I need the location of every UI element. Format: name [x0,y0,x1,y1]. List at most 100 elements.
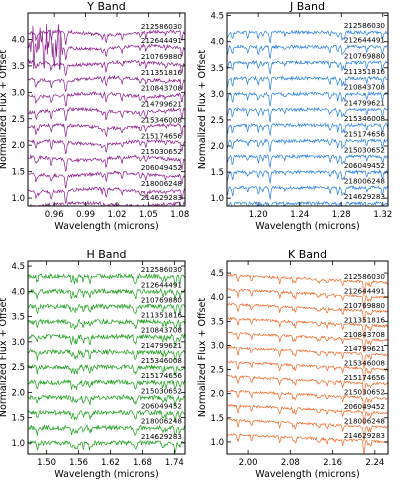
y-tick-label: 1.5 [11,168,25,178]
k-band-title: K Band [288,248,327,261]
j-spectrum-line [227,200,388,206]
h-spectrum-line [28,378,185,391]
series-label: 210843708 [141,326,183,335]
y-tick-label: 4.5 [210,269,224,279]
series-label: 206049452 [141,402,182,411]
y-spectrum-line [28,58,185,77]
h-spectrum-line [28,303,185,315]
h-spectrum-line [28,394,185,407]
x-tick-label: 1.74 [165,458,184,468]
y-tick-label: 2.0 [11,388,25,398]
series-label: 210769880 [344,301,386,310]
h-spectrum-line [28,288,185,300]
series-label: 215346008 [141,356,183,365]
k-spectrum-line [227,389,388,412]
y-tick-label: 2.5 [210,366,224,376]
x-tick-label: 1.20 [249,210,268,220]
series-label: 214799621 [344,344,385,353]
y-tick-label: 2.0 [210,142,224,152]
series-label: 212586030 [141,22,183,31]
x-tick-label: 2.08 [281,458,300,468]
h-band-title: H Band [86,248,126,261]
x-tick-label: 1.62 [101,458,120,468]
k-spectrum-line [227,288,388,310]
series-label: 212644491 [141,36,182,45]
h-spectrum-line [28,424,185,437]
j-spectrum-line [227,75,388,91]
j-band-panel: 212586030 212644491 210769880 211351816 2108… [197,0,392,232]
x-tick-label: 2.00 [239,458,258,468]
series-label: 212586030 [141,265,183,274]
series-label: 215030652 [344,388,385,397]
k-spectrum-line [227,345,388,369]
y-axis-label: Normalized Flux + Offset [0,298,9,417]
series-label: 215030652 [141,386,182,395]
k-spectrum-line [227,432,388,454]
series-label: 212586030 [344,21,386,30]
y-tick-label: 3.0 [11,88,25,98]
y-axis-label: Normalized Flux + Offset [0,50,9,169]
series-label: 212644491 [141,280,182,289]
x-axis-label: Wavelength (microns) [54,221,158,232]
y-tick-label: 3.5 [11,313,25,323]
series-label: 210843708 [141,84,183,93]
y-tick-label: 4.0 [210,293,224,303]
series-label: 211351816 [141,311,183,320]
x-tick-label: 1.68 [133,458,152,468]
series-label: 214629283 [344,192,385,201]
h-band-panel: 212586030 212644491 210769880 211351816 2108… [0,248,186,480]
y-tick-label: 1.0 [210,194,224,204]
y-tick-label: 1.0 [11,439,25,449]
j-spectrum-line [227,153,388,168]
y-spectrum-line [28,122,185,138]
y-tick-label: 1.0 [11,194,25,204]
x-axis-label: Wavelength (microns) [255,221,359,232]
h-spectrum-line [28,272,185,287]
y-axis-label: Normalized Flux + Offset [197,298,208,417]
y-tick-label: 3.0 [11,338,25,348]
x-tick-label: 0.96 [45,210,64,220]
y-tick-label: 4.5 [210,12,224,22]
k-spectrum-line [227,273,388,296]
series-label: 210769880 [141,52,183,61]
h-spectrum-line [28,348,185,361]
x-tick-label: 1.08 [170,210,189,220]
x-tick-label: 1.32 [373,210,392,220]
series-label: 214629283 [141,432,182,441]
j-spectrum-line [227,29,388,44]
y-plot-frame [27,12,186,207]
j-plot-frame [226,12,389,207]
series-label: 212644491 [344,36,385,45]
y-band-panel: 212586030 212644491 210769880 211351816 2108… [0,0,189,232]
x-tick-label: 1.28 [332,210,351,220]
y-tick-label: 3.5 [11,62,25,72]
x-tick-label: 1.24 [290,210,309,220]
y-spectrum-line [28,74,185,93]
series-label: 215030652 [141,147,182,156]
y-tick-label: 2.5 [210,116,224,126]
y-spectrum-line [28,153,185,172]
j-spectrum-line [227,138,388,153]
y-spectrum-line [28,138,185,155]
series-label: 214629283 [141,193,182,202]
series-label: 215346008 [344,114,386,123]
x-tick-label: 1.50 [37,458,56,468]
series-label: 215346008 [141,115,183,124]
k-spectrum-line [227,360,388,382]
series-label: 218006248 [141,417,183,426]
series-label: 211351816 [344,315,386,324]
y-tick-label: 1.5 [210,168,224,178]
y-tick-label: 2.5 [11,363,25,373]
k-plot-frame [226,260,389,455]
k-band-spectra [227,273,388,454]
j-spectrum-line [227,169,388,184]
x-axis-label: Wavelength (microns) [255,469,359,480]
k-spectrum-line [227,403,388,425]
series-label: 212586030 [344,272,386,281]
y-tick-label: 4.5 [11,262,25,272]
h-band-spectra [28,272,185,454]
y-axis-label: Normalized Flux + Offset [197,50,208,169]
series-label: 212644491 [344,286,385,295]
j-spectrum-line [227,59,388,75]
